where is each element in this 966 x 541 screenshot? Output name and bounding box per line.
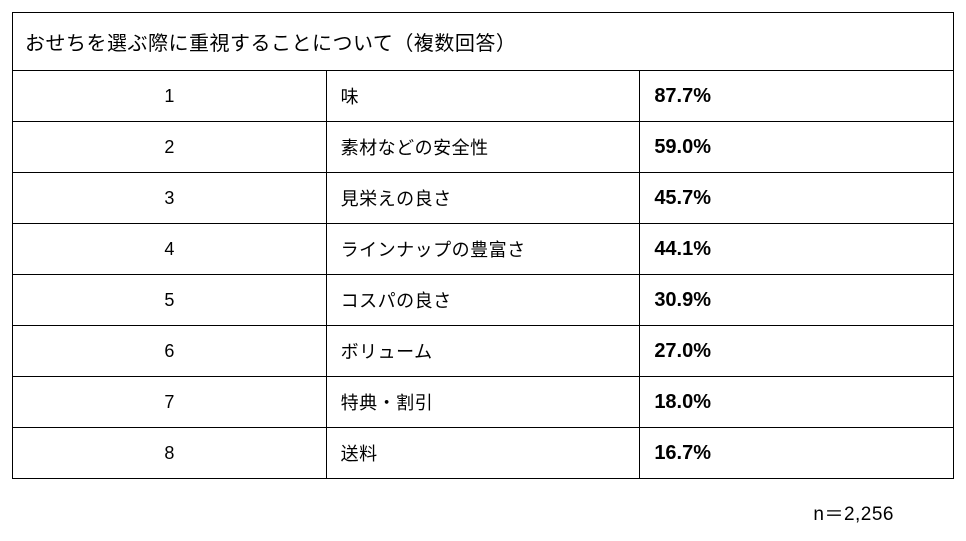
value-cell: 45.7% — [640, 173, 954, 224]
label-cell: 送料 — [326, 428, 640, 479]
label-cell: 素材などの安全性 — [326, 122, 640, 173]
table-row: 4 ラインナップの豊富さ 44.1% — [13, 224, 954, 275]
table-row: 3 見栄えの良さ 45.7% — [13, 173, 954, 224]
label-cell: 味 — [326, 71, 640, 122]
table-body: 1 味 87.7% 2 素材などの安全性 59.0% 3 見栄えの良さ 45.7… — [13, 71, 954, 479]
table-row: 7 特典・割引 18.0% — [13, 377, 954, 428]
value-cell: 59.0% — [640, 122, 954, 173]
rank-cell: 2 — [13, 122, 327, 173]
label-cell: コスパの良さ — [326, 275, 640, 326]
rank-cell: 1 — [13, 71, 327, 122]
sample-size-footer: n＝2,256 — [12, 479, 954, 526]
value-cell: 87.7% — [640, 71, 954, 122]
value-cell: 27.0% — [640, 326, 954, 377]
rank-cell: 4 — [13, 224, 327, 275]
label-cell: ラインナップの豊富さ — [326, 224, 640, 275]
label-cell: ボリューム — [326, 326, 640, 377]
table-row: 5 コスパの良さ 30.9% — [13, 275, 954, 326]
value-cell: 18.0% — [640, 377, 954, 428]
label-cell: 見栄えの良さ — [326, 173, 640, 224]
value-cell: 30.9% — [640, 275, 954, 326]
rank-cell: 3 — [13, 173, 327, 224]
value-cell: 44.1% — [640, 224, 954, 275]
table-row: 6 ボリューム 27.0% — [13, 326, 954, 377]
table-row: 8 送料 16.7% — [13, 428, 954, 479]
rank-cell: 6 — [13, 326, 327, 377]
survey-table: おせちを選ぶ際に重視することについて（複数回答） 1 味 87.7% 2 素材な… — [12, 12, 954, 479]
rank-cell: 5 — [13, 275, 327, 326]
label-cell: 特典・割引 — [326, 377, 640, 428]
table-header: おせちを選ぶ際に重視することについて（複数回答） — [13, 13, 954, 71]
rank-cell: 7 — [13, 377, 327, 428]
table-row: 1 味 87.7% — [13, 71, 954, 122]
value-cell: 16.7% — [640, 428, 954, 479]
table-row: 2 素材などの安全性 59.0% — [13, 122, 954, 173]
rank-cell: 8 — [13, 428, 327, 479]
